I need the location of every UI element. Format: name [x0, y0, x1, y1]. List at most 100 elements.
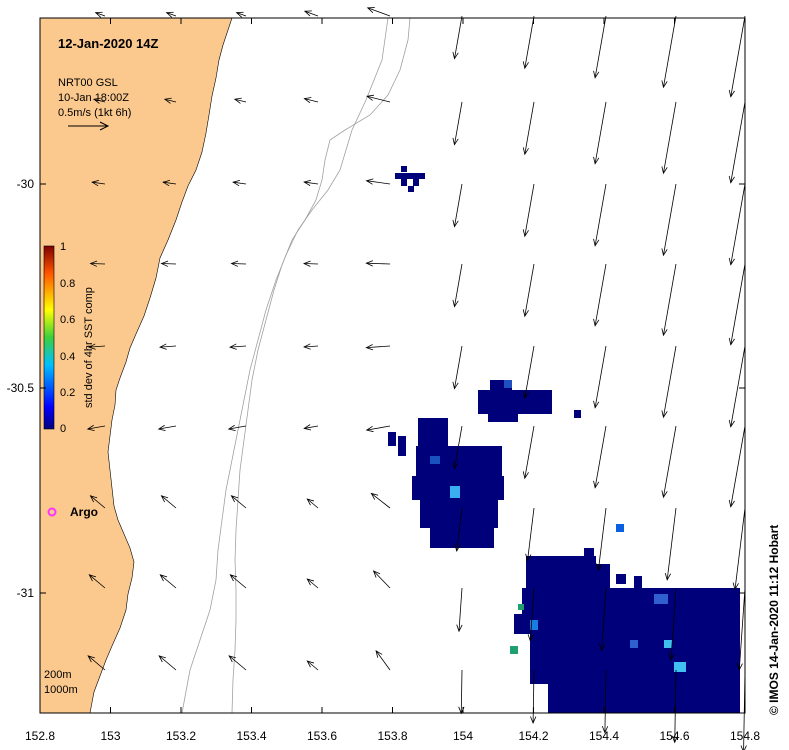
current-arrow: [661, 101, 677, 175]
current-arrow: [452, 101, 463, 146]
y-tick-label: -31: [17, 586, 35, 600]
current-arrow: [89, 495, 106, 509]
colorbar-label: std dev of 4hr SST comp: [83, 287, 95, 408]
current-arrow: [661, 345, 677, 419]
current-arrow: [91, 180, 106, 187]
current-arrow: [365, 260, 391, 267]
depth-contour-1000m: [181, 17, 389, 714]
legend-product: NRT00 GSL: [58, 77, 118, 89]
current-arrow: [530, 669, 537, 725]
colorbar-tick-label: 0.2: [60, 387, 75, 399]
current-arrow: [92, 97, 106, 104]
current-arrow: [664, 507, 677, 581]
current-arrow: [229, 574, 247, 589]
current-vectors: [86, 7, 747, 750]
current-arrow: [306, 578, 319, 589]
current-arrow: [366, 94, 391, 103]
current-arrow: [728, 183, 746, 266]
current-arrow: [228, 655, 247, 671]
y-axis: -30 -30.5 -31: [7, 177, 745, 600]
current-arrow: [661, 15, 677, 89]
current-arrow: [728, 101, 746, 184]
current-arrow: [596, 507, 607, 572]
current-arrow: [158, 655, 177, 671]
current-arrow: [728, 425, 746, 508]
current-arrow: [522, 101, 535, 156]
current-arrow: [229, 343, 247, 350]
colorbar-tick-label: 0.6: [60, 314, 75, 326]
current-arrow: [303, 179, 319, 186]
current-arrow: [366, 7, 391, 17]
current-arrow: [227, 424, 247, 431]
x-tick-label: 154.6: [659, 729, 689, 743]
x-axis: 152.8 153 153.2 153.4 153.6 153.8 154 154.2 154.…: [25, 18, 760, 743]
sst-std-dev-patches: [388, 166, 740, 713]
current-arrow: [87, 655, 106, 671]
current-arrow: [303, 343, 319, 350]
contour-label-200m: 200m: [44, 669, 72, 681]
current-arrow: [372, 570, 391, 589]
current-arrow: [365, 178, 391, 185]
current-arrow: [732, 507, 746, 591]
x-tick-label: 153: [100, 729, 120, 743]
legend-time: 10-Jan 18:00Z: [58, 92, 129, 104]
current-arrow: [736, 587, 746, 671]
argo-label: Argo: [70, 505, 98, 519]
current-arrow: [593, 345, 607, 409]
legend-scale: 0.5m/s (1kt 6h): [58, 107, 131, 119]
y-tick-label: -30.5: [7, 381, 35, 395]
current-arrow: [728, 345, 746, 428]
current-arrow: [302, 260, 319, 267]
x-tick-label: 154.2: [518, 729, 548, 743]
current-arrow: [230, 260, 247, 267]
argo-float-marker[interactable]: [47, 507, 57, 517]
current-arrow: [454, 507, 463, 553]
current-arrow: [230, 495, 247, 509]
current-arrow: [522, 183, 535, 238]
current-arrow: [452, 263, 463, 308]
current-arrow: [452, 345, 463, 390]
current-arrow: [593, 101, 607, 165]
current-arrow: [303, 97, 319, 104]
current-arrow: [157, 424, 177, 431]
land-coastline: [39, 17, 233, 714]
current-arrow: [306, 498, 319, 509]
depth-contour-200m: [231, 17, 411, 714]
sst-highlights: [430, 380, 686, 672]
current-arrow: [522, 263, 535, 318]
x-tick-label: 152.8: [25, 729, 55, 743]
current-arrow: [160, 260, 177, 267]
current-arrow: [306, 660, 319, 671]
colorbar-ticks: 1 0.8 0.6 0.4 0.2 0: [60, 241, 75, 435]
x-tick-label: 154.4: [589, 729, 619, 743]
current-arrow: [375, 650, 391, 671]
current-arrow: [452, 183, 463, 228]
x-tick-label: 153.6: [307, 729, 337, 743]
credit-text: © IMOS 14-Jan-2020 11:12 Hobart: [767, 525, 781, 715]
current-arrow: [235, 11, 247, 18]
current-arrow: [668, 587, 677, 662]
x-tick-label: 154: [453, 729, 473, 743]
current-arrow: [452, 425, 463, 470]
map-title: 12-Jan-2020 14Z: [58, 36, 159, 51]
current-arrow: [303, 10, 319, 17]
current-arrow: [303, 424, 319, 431]
colorbar-tick-label: 0: [60, 423, 66, 435]
current-arrow: [232, 180, 247, 187]
x-tick-label: 153.4: [236, 729, 266, 743]
current-arrow: [162, 180, 177, 187]
current-arrow: [365, 425, 391, 433]
current-arrow: [160, 495, 177, 509]
current-arrow: [593, 15, 607, 79]
current-arrow: [601, 669, 609, 734]
current-arrow: [94, 11, 106, 18]
x-tick-label: 154.8: [730, 729, 760, 743]
current-arrow: [527, 587, 535, 642]
current-arrow: [522, 345, 535, 400]
current-arrow: [163, 97, 177, 104]
x-tick-label: 153.8: [377, 729, 407, 743]
current-arrow: [370, 492, 391, 509]
current-arrow: [728, 15, 746, 98]
current-arrow: [233, 97, 247, 104]
